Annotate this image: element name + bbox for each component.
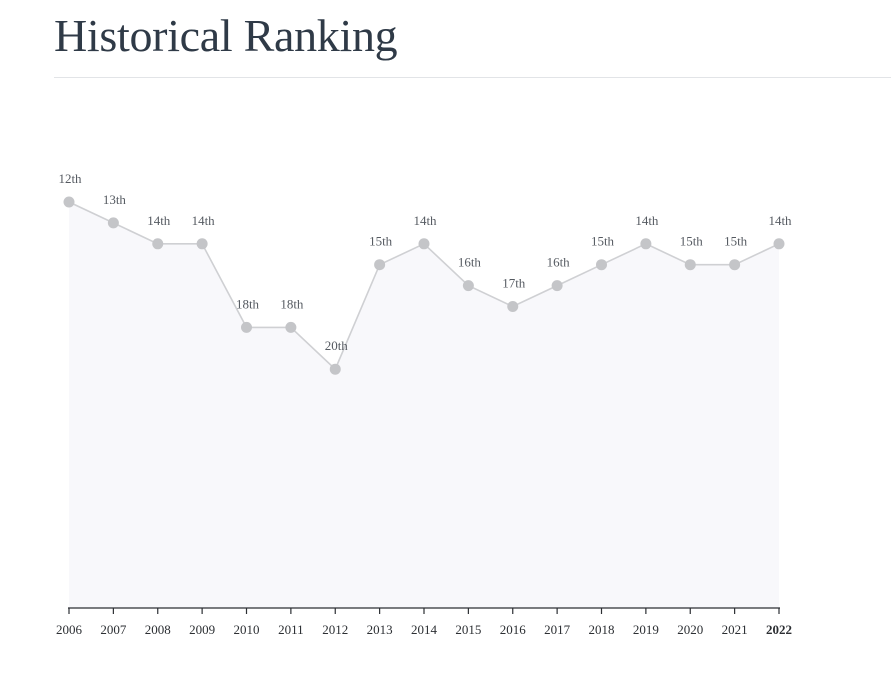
x-tick-label: 2012 <box>322 622 348 637</box>
x-tick-label: 2020 <box>677 622 703 637</box>
point-label: 17th <box>502 276 526 291</box>
data-point[interactable] <box>462 280 474 292</box>
data-point[interactable] <box>107 217 119 229</box>
x-tick-label: 2008 <box>145 622 171 637</box>
point-label: 16th <box>547 255 571 270</box>
data-point[interactable] <box>329 363 341 375</box>
point-label: 20th <box>325 338 349 353</box>
x-tick-label: 2016 <box>500 622 527 637</box>
x-tick-label: 2007 <box>100 622 127 637</box>
data-point[interactable] <box>729 259 741 271</box>
x-tick-label: 2015 <box>455 622 481 637</box>
x-tick-label: 2017 <box>544 622 571 637</box>
point-label: 14th <box>192 213 216 228</box>
x-tick-label: 2010 <box>234 622 260 637</box>
data-point[interactable] <box>374 259 386 271</box>
data-point[interactable] <box>285 321 297 333</box>
data-point[interactable] <box>418 238 430 250</box>
data-point[interactable] <box>63 196 75 208</box>
point-label: 12th <box>58 171 82 186</box>
x-tick-label: 2013 <box>367 622 393 637</box>
point-label: 15th <box>591 234 615 249</box>
x-tick-label: 2006 <box>56 622 83 637</box>
x-tick-label: 2021 <box>722 622 748 637</box>
area-fill <box>69 202 779 608</box>
point-label: 15th <box>680 234 704 249</box>
title-divider <box>54 77 891 78</box>
point-label: 14th <box>635 213 659 228</box>
point-label: 15th <box>369 234 393 249</box>
marker-layer <box>63 196 785 375</box>
data-point[interactable] <box>507 301 519 312</box>
point-label: 14th <box>147 213 171 228</box>
data-point[interactable] <box>551 280 563 292</box>
point-label: 18th <box>236 296 260 311</box>
data-point[interactable] <box>773 238 785 250</box>
x-tick-label: 2019 <box>633 622 659 637</box>
data-point[interactable] <box>640 238 652 250</box>
area-layer <box>69 202 779 608</box>
x-tick-label: 2014 <box>411 622 438 637</box>
data-point[interactable] <box>684 259 696 271</box>
data-point[interactable] <box>152 238 164 250</box>
point-label: 18th <box>280 296 304 311</box>
x-tick-label: 2011 <box>278 622 304 637</box>
page-title: Historical Ranking <box>54 10 398 61</box>
x-axis: 2006 2007 2008 2009 2010 2011 2012 2013 2014 2015… <box>56 607 792 637</box>
data-point[interactable] <box>241 321 252 333</box>
point-label: 14th <box>413 213 437 228</box>
data-point[interactable] <box>196 238 208 250</box>
point-label: 14th <box>768 213 792 228</box>
data-point[interactable] <box>596 259 607 271</box>
x-tick-label: 2022 <box>766 622 792 637</box>
x-tick-label: 2009 <box>189 622 215 637</box>
point-label: 16th <box>458 255 482 270</box>
point-label: 13th <box>103 192 127 207</box>
label-layer: 12th 13th 14th 14th 18th 18th 20th 15th 14th 16th… <box>58 171 792 353</box>
point-label: 15th <box>724 234 748 249</box>
x-tick-label: 2018 <box>589 622 615 637</box>
